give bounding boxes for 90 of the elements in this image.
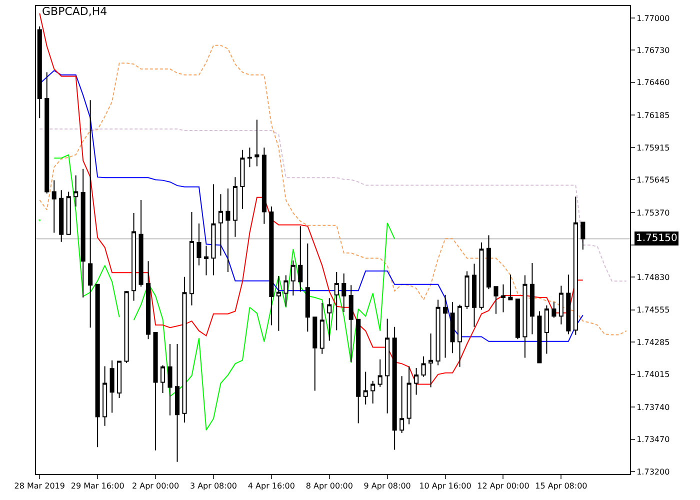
candlestick bbox=[450, 302, 455, 354]
candlestick bbox=[247, 147, 252, 168]
line-series bbox=[39, 70, 584, 342]
candlestick bbox=[356, 318, 361, 424]
y-tick-label: 1.76185 bbox=[636, 111, 670, 120]
candlestick bbox=[406, 366, 412, 425]
candlestick bbox=[443, 294, 448, 358]
candlestick bbox=[211, 184, 216, 276]
candlestick bbox=[573, 196, 578, 336]
candlestick bbox=[558, 285, 564, 325]
candlestick bbox=[153, 332, 158, 451]
candlestick bbox=[254, 119, 260, 167]
x-tick-label: 29 Mar 16:00 bbox=[70, 482, 124, 491]
candlestick bbox=[486, 234, 492, 290]
line-series bbox=[39, 128, 627, 282]
candlestick bbox=[378, 358, 382, 388]
y-tick-label: 1.73740 bbox=[636, 402, 670, 412]
y-tick-label: 1.75915 bbox=[636, 143, 670, 152]
candlestick bbox=[530, 262, 534, 335]
candlestick bbox=[110, 360, 114, 414]
candlestick bbox=[59, 190, 64, 242]
y-tick-label: 1.74285 bbox=[636, 338, 670, 347]
candlestick bbox=[500, 284, 506, 313]
candlestick bbox=[74, 174, 78, 207]
y-tick-label: 1.75370 bbox=[636, 208, 670, 218]
candlestick bbox=[363, 371, 368, 406]
y-tick-label: 1.76730 bbox=[636, 46, 670, 55]
candlestick bbox=[102, 366, 108, 426]
candlestick bbox=[428, 332, 434, 388]
candlestick bbox=[240, 149, 245, 210]
x-tick-label: 8 Apr 00:00 bbox=[306, 482, 353, 491]
candlestick bbox=[342, 273, 346, 312]
candlestick bbox=[138, 200, 144, 288]
candlestick bbox=[436, 299, 440, 366]
candlestick bbox=[566, 274, 571, 335]
x-tick-label: 28 Mar 2019 bbox=[14, 482, 65, 491]
candlestick bbox=[189, 212, 194, 306]
candlestick bbox=[400, 376, 404, 434]
candlestick bbox=[385, 318, 390, 414]
y-tick-label: 1.75645 bbox=[636, 176, 670, 185]
y-tick-label: 1.74555 bbox=[636, 306, 670, 315]
candlestick bbox=[232, 176, 238, 238]
x-tick-label: 9 Apr 08:00 bbox=[364, 482, 411, 491]
candlestick bbox=[472, 263, 477, 328]
x-tick-label: 4 Apr 16:00 bbox=[248, 482, 295, 491]
candlestick bbox=[204, 245, 209, 276]
candlestick bbox=[44, 72, 50, 194]
x-tick-label: 3 Apr 08:00 bbox=[190, 482, 238, 491]
candlestick bbox=[262, 147, 266, 224]
candlestick bbox=[226, 188, 230, 272]
candlestick bbox=[479, 242, 484, 310]
candlestick bbox=[508, 274, 513, 300]
candlestick bbox=[196, 223, 202, 266]
candlestick bbox=[464, 270, 470, 310]
y-tick-label: 1.73200 bbox=[636, 467, 670, 476]
candlestick bbox=[66, 191, 71, 235]
candlestick bbox=[457, 304, 462, 368]
candlestick bbox=[117, 360, 122, 398]
candlestick bbox=[537, 310, 542, 364]
y-tick-label: 1.74830 bbox=[636, 272, 670, 282]
line-series bbox=[39, 44, 627, 336]
candlestick bbox=[124, 290, 129, 364]
y-tick-label: 1.74015 bbox=[636, 370, 670, 380]
candlestick bbox=[421, 356, 426, 378]
y-tick-label: 1.73470 bbox=[636, 435, 670, 444]
candlestick bbox=[312, 316, 318, 392]
x-tick-label: 2 Apr 00:00 bbox=[132, 482, 180, 491]
candlestick bbox=[320, 302, 324, 354]
candlestick bbox=[218, 194, 223, 256]
candlestick bbox=[160, 364, 166, 394]
candlestick bbox=[414, 367, 419, 396]
candlestick bbox=[494, 286, 498, 314]
candlestick bbox=[52, 180, 56, 234]
candlestick bbox=[132, 212, 136, 302]
ref-line-label: 1.75150 bbox=[636, 233, 678, 244]
chart-title: GBPCAD,H4 bbox=[42, 5, 108, 18]
candlestick bbox=[515, 298, 520, 340]
candlestick bbox=[544, 304, 549, 354]
candlestick bbox=[580, 222, 586, 250]
x-tick-label: 10 Apr 16:00 bbox=[419, 482, 472, 491]
candlestick bbox=[392, 326, 397, 450]
y-tick-label: 1.77000 bbox=[636, 14, 670, 23]
candlestick bbox=[522, 274, 528, 358]
candlestick bbox=[290, 260, 296, 296]
candlestick bbox=[370, 380, 376, 404]
candlestick bbox=[95, 284, 100, 448]
candlestick bbox=[552, 302, 556, 318]
y-tick-label: 1.76460 bbox=[636, 78, 670, 88]
x-tick-label: 15 Apr 08:00 bbox=[535, 482, 588, 491]
x-tick-label: 12 Apr 00:00 bbox=[477, 482, 530, 491]
